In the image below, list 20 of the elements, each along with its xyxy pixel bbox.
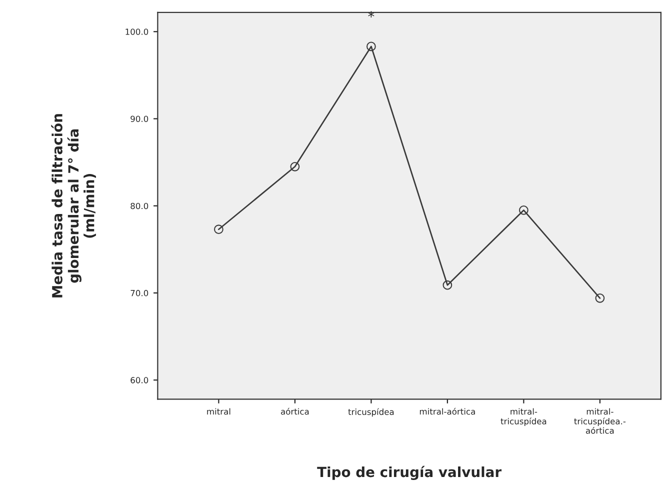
- x-tick-label: mitral-aórtica: [420, 408, 475, 415]
- y-tick-label: 90.0: [130, 116, 148, 122]
- y-tick-label: 100.0: [126, 28, 148, 35]
- point: [366, 42, 376, 52]
- x-tick-label: mitral- tricuspídea: [500, 408, 546, 426]
- y-tick-label: 70.0: [130, 290, 148, 296]
- y-axis-title: Media tasa de filtración glomerular al 7° día (ml/min): [51, 114, 96, 298]
- point: [595, 293, 605, 303]
- x-tick-label: tricuspídea: [348, 408, 394, 417]
- point: [290, 162, 300, 172]
- x-axis-title: Tipo de cirugía valvular: [317, 466, 502, 480]
- point: [442, 280, 452, 290]
- x-tick-label: mitral- tricuspídea.- aórtica: [574, 408, 626, 434]
- point: [214, 224, 224, 234]
- y-tick-label: 60.0: [130, 377, 148, 384]
- x-tick-label: aórtica: [280, 408, 309, 415]
- annotation: *: [368, 11, 374, 18]
- y-tick-label: 80.0: [130, 202, 148, 210]
- x-tick-label: mitral: [207, 408, 230, 415]
- point: [519, 206, 528, 215]
